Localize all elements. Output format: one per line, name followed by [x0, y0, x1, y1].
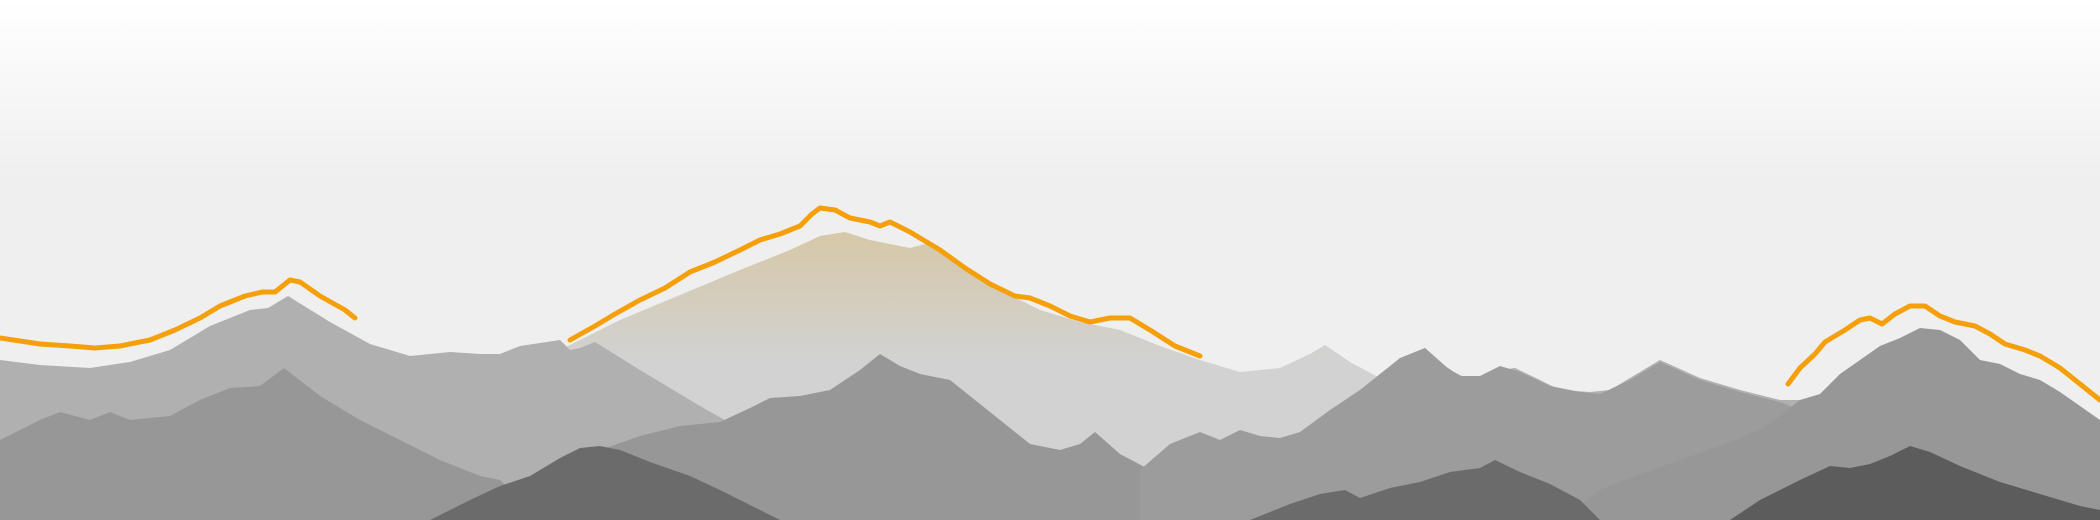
front-mountain-ridge-right [1730, 446, 2100, 520]
highlight-outline-center [567, 205, 1203, 359]
highlight-outline-right [1785, 303, 2100, 403]
near-mountain-ridge-left [0, 368, 540, 520]
near-mountain-ridge-center [600, 354, 1210, 520]
highlight-outline-left [0, 277, 358, 351]
front-mountain-ridge-center [1250, 460, 1600, 520]
front-mountain-ridge-left [430, 446, 780, 520]
